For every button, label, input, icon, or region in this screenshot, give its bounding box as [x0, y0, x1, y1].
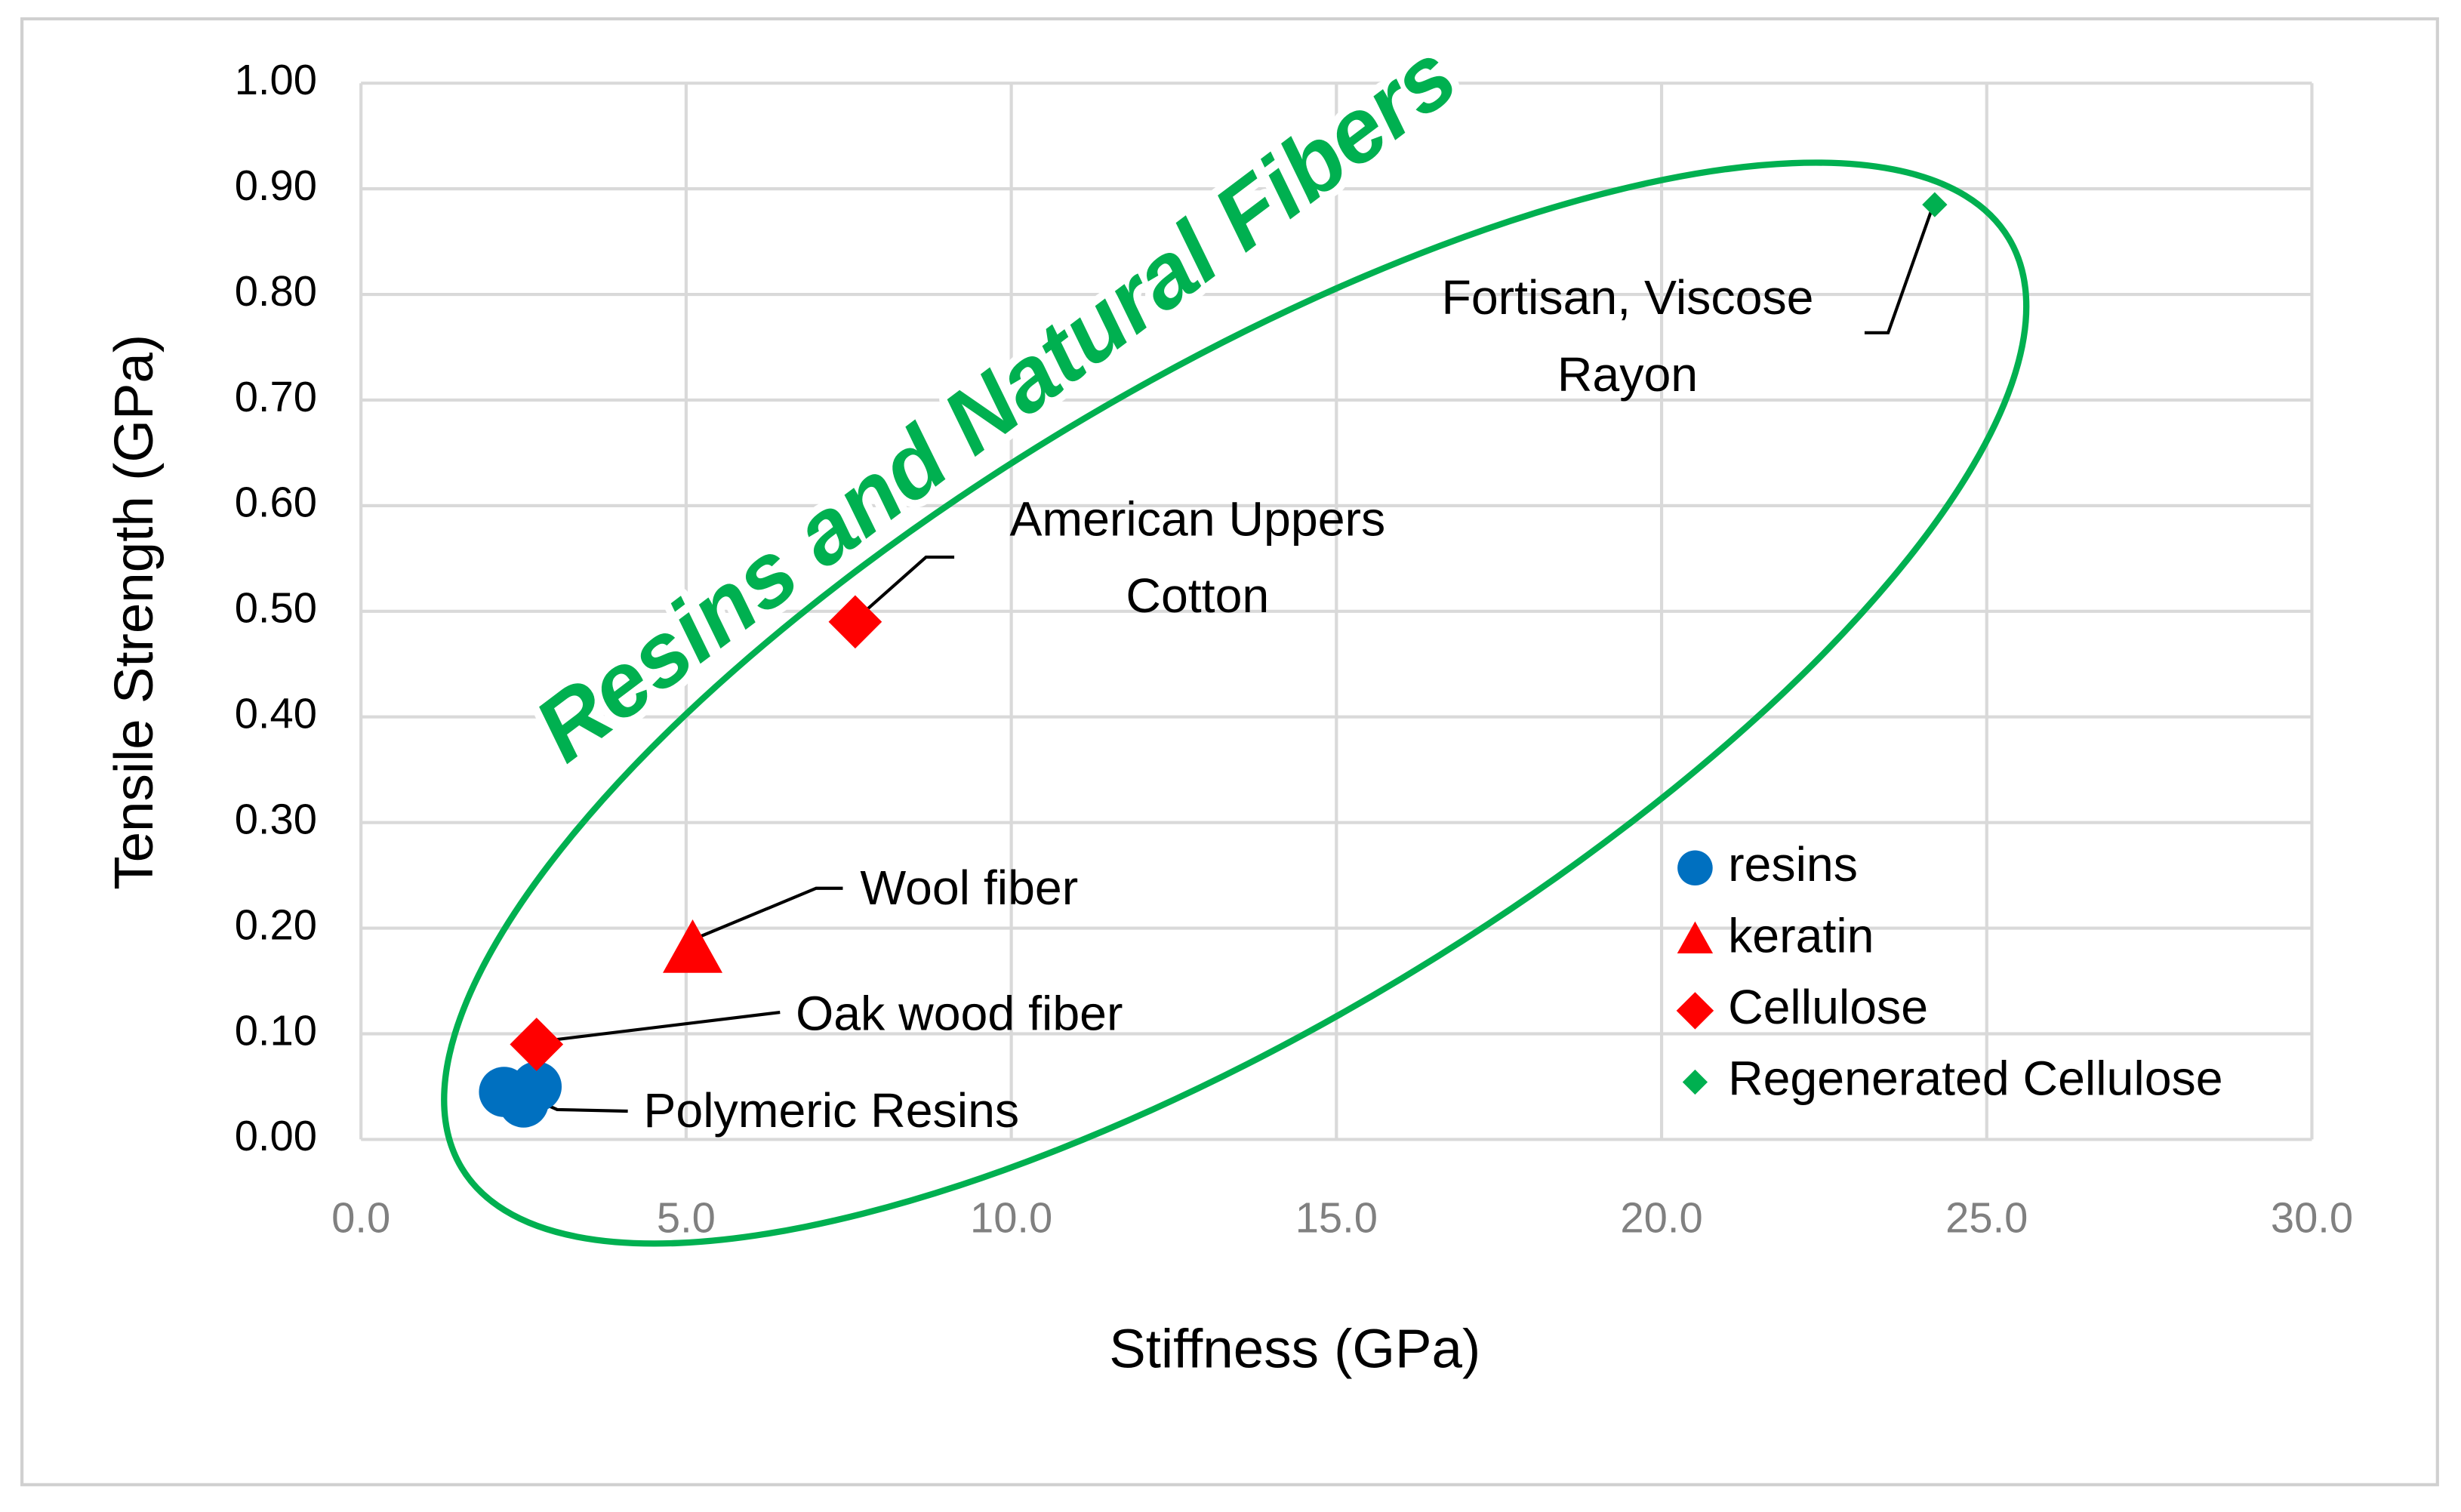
y-tick-label: 0.90: [235, 162, 317, 209]
region-ellipse: [441, 159, 2030, 1247]
annotation-leader: [855, 556, 955, 620]
data-point: [663, 919, 723, 973]
legend-marker: [1677, 921, 1714, 954]
annotation-text: Cotton: [1126, 568, 1269, 623]
legend-marker: [1682, 1069, 1708, 1095]
annotation-text: American Uppers: [1009, 491, 1385, 546]
y-tick-label: 0.50: [235, 584, 317, 632]
x-tick-label: 30.0: [2271, 1193, 2353, 1241]
annotation-text: Oak wood fiber: [796, 986, 1123, 1040]
x-tick-label: 25.0: [1945, 1193, 2028, 1241]
y-tick-label: 0.10: [235, 1006, 317, 1054]
annotation-leader: [1864, 203, 1936, 334]
y-tick-label: 0.00: [235, 1112, 317, 1159]
annotation-text: Rayon: [1557, 347, 1698, 402]
annotation-text: Polymeric Resins: [643, 1083, 1019, 1138]
y-tick-label: 0.20: [235, 901, 317, 948]
y-tick-label: 1.00: [235, 56, 317, 103]
annotation-leader: [695, 886, 843, 941]
x-tick-label: 0.0: [331, 1193, 390, 1241]
y-tick-label: 0.60: [235, 479, 317, 526]
legend-label: resins: [1728, 837, 1858, 891]
chart-border: [20, 17, 2439, 1486]
annotation-leader: [534, 1010, 781, 1044]
legend-label: keratin: [1728, 908, 1874, 962]
y-tick-label: 0.30: [235, 795, 317, 842]
data-point: [1922, 192, 1948, 217]
annotation-text: Wool fiber: [860, 861, 1078, 915]
legend-label: Regenerated Cellulose: [1728, 1052, 2223, 1106]
legend-label: Cellulose: [1728, 980, 1928, 1034]
x-axis-title: Stiffness (GPa): [1109, 1318, 1480, 1379]
grid: [359, 82, 2314, 1141]
y-tick-label: 0.80: [235, 267, 317, 315]
x-tick-label: 20.0: [1620, 1193, 1702, 1241]
x-tick-label: 5.0: [657, 1193, 716, 1241]
legend-marker: [1676, 992, 1714, 1030]
legend-marker: [1677, 850, 1713, 886]
annotation-text: Fortisan, Viscose: [1441, 270, 1813, 325]
y-tick-label: 0.70: [235, 373, 317, 420]
y-axis-title: Tensile Strength (GPa): [103, 334, 165, 890]
x-tick-label: 10.0: [970, 1193, 1052, 1241]
data-point: [511, 1061, 562, 1112]
y-tick-label: 0.40: [235, 690, 317, 738]
x-tick-label: 15.0: [1295, 1193, 1378, 1241]
